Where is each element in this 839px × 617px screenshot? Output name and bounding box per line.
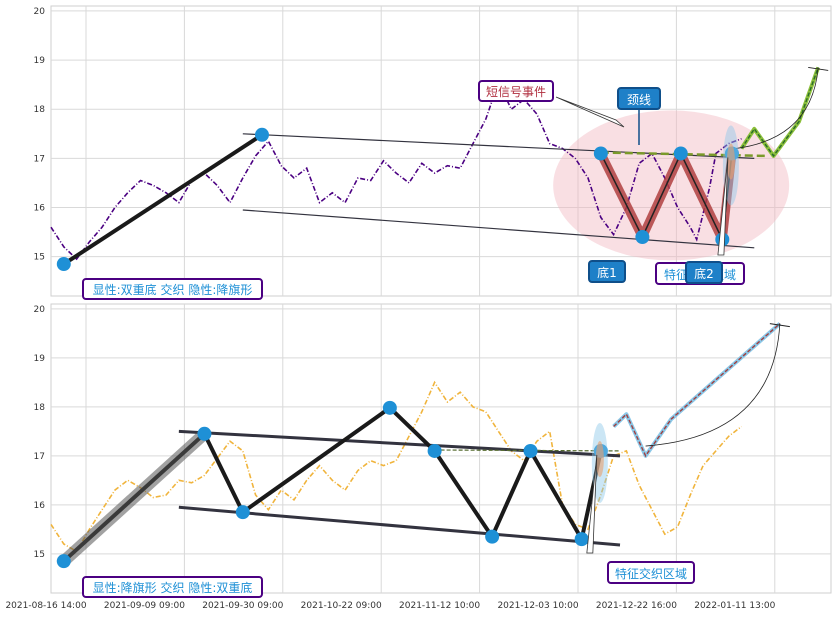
forecast-tick xyxy=(769,323,790,328)
hidden-pattern-label: 显性:双重底 交织 隐性:降旗形 xyxy=(82,278,263,300)
hidden-pattern-label: 显性:降旗形 交织 隐性:双重底 xyxy=(82,576,263,598)
bottom2-label: 底2 xyxy=(685,261,723,284)
y-tick-label: 17 xyxy=(34,452,45,462)
pattern-node xyxy=(382,400,397,415)
bottom1-label-frame xyxy=(588,260,626,283)
forecast-arrow xyxy=(735,67,819,149)
pattern-node xyxy=(635,230,650,245)
forecast-tick xyxy=(808,66,829,71)
pattern-node xyxy=(673,146,688,161)
channel-upper-line xyxy=(178,429,621,458)
pattern-node xyxy=(254,127,269,142)
pattern-node xyxy=(523,443,538,458)
y-tick-label: 17 xyxy=(34,154,45,164)
x-tick-label: 2021-09-09 09:00 xyxy=(104,601,185,611)
x-tick-label: 2021-10-22 09:00 xyxy=(301,601,382,611)
pattern-node xyxy=(593,146,608,161)
feature-arrow xyxy=(586,454,598,554)
event-label-text: 短信号事件 xyxy=(486,85,546,99)
pattern-node xyxy=(574,532,589,547)
pattern-node xyxy=(56,554,71,569)
y-tick-label: 18 xyxy=(34,105,46,115)
forecast-line xyxy=(740,67,819,158)
x-tick-label: 2021-11-12 10:00 xyxy=(399,601,480,611)
pattern-node xyxy=(427,443,442,458)
y-tick-label: 15 xyxy=(34,253,45,263)
pattern-node xyxy=(197,426,212,441)
bottom2-label-text: 底2 xyxy=(694,266,714,281)
x-axis: 2021-08-16 14:00 2021-09-09 09:00 2021-09-… xyxy=(5,601,775,611)
x-tick-label: 2021-08-16 14:00 xyxy=(5,601,86,611)
pattern-node xyxy=(56,257,71,272)
y-tick-label: 20 xyxy=(34,7,46,17)
bottom1-label: 底1 xyxy=(588,260,626,283)
channel-lower-line xyxy=(178,505,621,547)
bottom1-label-text: 底1 xyxy=(597,265,617,280)
neckline-label-text: 颈线 xyxy=(627,93,651,107)
neckline-label: 颈线 xyxy=(617,87,661,110)
event-arrow xyxy=(555,96,625,128)
x-tick-label: 2021-12-03 10:00 xyxy=(497,601,578,611)
feature-label-lower-text: 特征交织区域 xyxy=(615,566,687,581)
y-tick-label: 19 xyxy=(34,354,46,364)
feature-glow-core xyxy=(595,440,604,477)
forecast-arrow xyxy=(645,323,781,447)
lower-panel: 15 16 17 18 19 20 显性:降旗形 交织 隐性:双重底 特征交织区域 xyxy=(34,303,832,598)
y-tick-label: 19 xyxy=(34,56,46,66)
x-tick-label: 2021-09-30 09:00 xyxy=(202,601,283,611)
feature-arrow xyxy=(717,157,729,256)
channel-lower-line xyxy=(242,209,755,249)
x-tick-label: 2021-12-22 16:00 xyxy=(596,601,677,611)
trend-line xyxy=(62,133,264,266)
y-tick-label: 16 xyxy=(34,204,46,214)
feature-glow-core xyxy=(726,143,735,180)
x-tick-label: 2022-01-11 13:00 xyxy=(694,601,775,611)
y-tick-label: 20 xyxy=(34,305,46,315)
price-series-line xyxy=(50,380,742,553)
forecast-line xyxy=(613,323,781,458)
y-tick-label: 18 xyxy=(34,403,46,413)
pattern-node xyxy=(485,529,500,544)
plot-frame xyxy=(50,5,832,297)
hidden-pattern-label-text: 显性:双重底 交织 隐性:降旗形 xyxy=(93,282,253,297)
bottom2-label-frame xyxy=(685,261,723,284)
y-tick-label: 16 xyxy=(34,501,46,511)
event-label: 短信号事件 xyxy=(478,80,554,102)
feature-label-lower: 特征交织区域 xyxy=(607,561,695,584)
feature-label-lower-frame xyxy=(607,561,695,584)
hidden-pattern-label-frame xyxy=(82,278,263,300)
channel-upper-line xyxy=(242,133,755,159)
event-label-frame xyxy=(478,80,554,102)
hidden-pattern-label-frame xyxy=(82,576,263,598)
neckline xyxy=(600,151,768,158)
pattern-node xyxy=(235,505,250,520)
y-tick-label: 15 xyxy=(34,550,45,560)
hidden-pattern-label-text: 显性:降旗形 交织 隐性:双重底 xyxy=(93,580,253,595)
trend-shadow xyxy=(59,429,209,566)
